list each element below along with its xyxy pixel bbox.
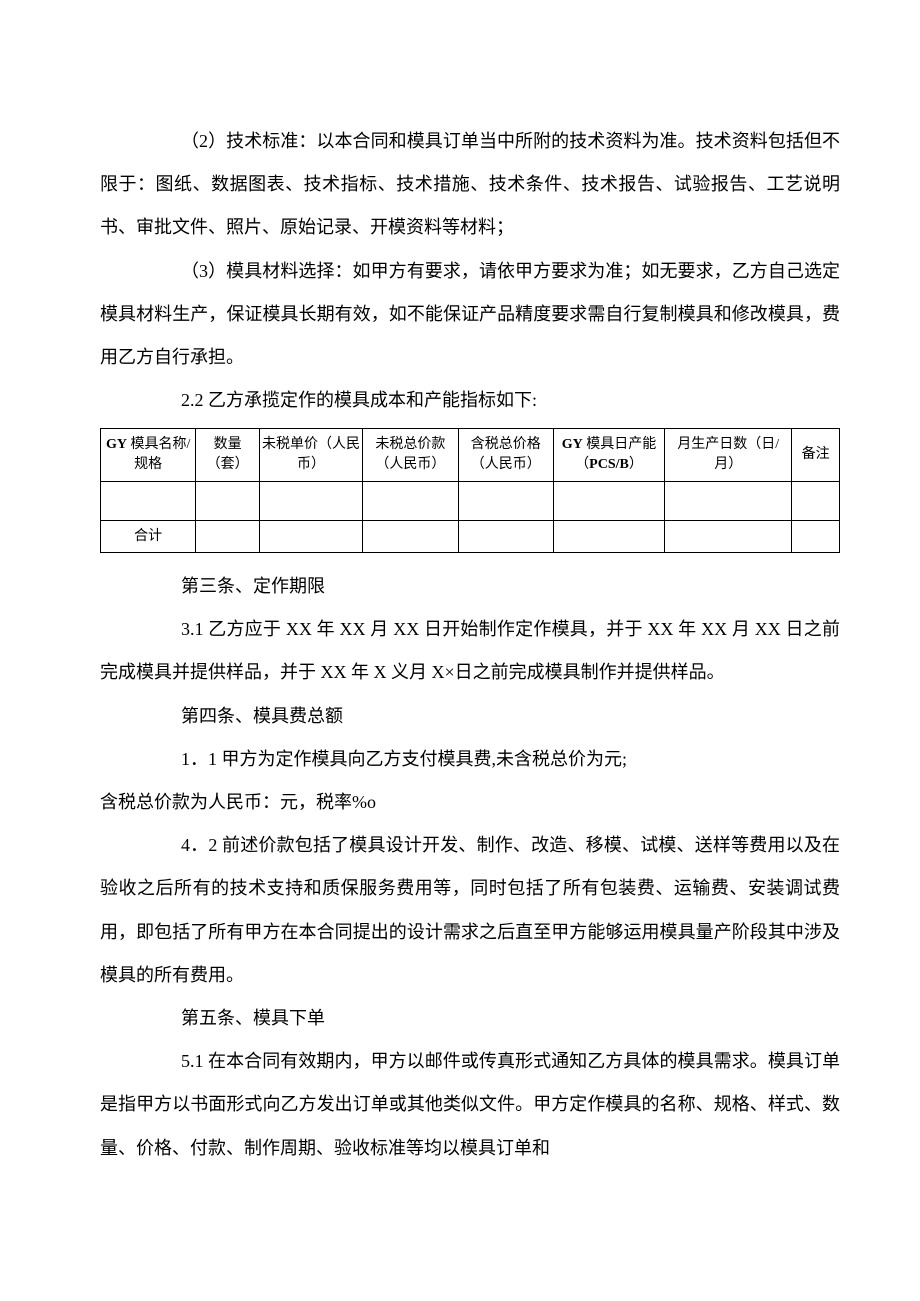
cell-empty bbox=[665, 520, 792, 553]
table-footer-row: 合计 bbox=[101, 520, 840, 553]
header-quantity: 数量（套） bbox=[196, 429, 260, 481]
table-header-row: GY 模具名称/规格 数量（套） 未税单价（人民币） 未税总价款（人民币） 含税… bbox=[101, 429, 840, 481]
header-gy-bold: GY bbox=[106, 437, 127, 452]
paragraph-4-1: 1．1 甲方为定作模具向乙方支付模具费,未含税总价为元; bbox=[100, 738, 840, 781]
cell-empty bbox=[458, 520, 553, 553]
header-cap-text-2: ） bbox=[629, 457, 643, 472]
paragraph-material-selection: （3）模具材料选择：如甲方有要求，请依甲方要求为准；如无要求，乙方自己选定模具材… bbox=[100, 250, 840, 380]
paragraph-tax-total: 含税总价款为人民币：元，税率%o bbox=[100, 781, 840, 824]
header-unit-price: 未税单价（人民币） bbox=[259, 429, 362, 481]
header-pcs-bold: PCS/B bbox=[589, 457, 629, 472]
paragraph-cost-intro: 2.2 乙方承揽定作的模具成本和产能指标如下: bbox=[100, 379, 840, 422]
cell-empty bbox=[792, 520, 840, 553]
header-tax-price: 含税总价格（人民币） bbox=[458, 429, 553, 481]
section-title-4: 第四条、模具费总额 bbox=[100, 695, 840, 738]
header-mold-name: GY 模具名称/规格 bbox=[101, 429, 196, 481]
cell-empty bbox=[101, 481, 196, 520]
cell-empty bbox=[553, 481, 664, 520]
paragraph-5-1: 5.1 在本合同有效期内，甲方以邮件或传真形式通知乙方具体的模具需求。模具订单是… bbox=[100, 1040, 840, 1170]
header-notes: 备注 bbox=[792, 429, 840, 481]
paragraph-3-1: 3.1 乙方应于 XX 年 XX 月 XX 日开始制作定作模具，并于 XX 年 … bbox=[100, 608, 840, 694]
paragraph-tech-standard: （2）技术标准：以本合同和模具订单当中所附的技术资料为准。技术资料包括但不限于：… bbox=[100, 120, 840, 250]
header-total-price: 未税总价款（人民币） bbox=[363, 429, 458, 481]
cell-empty bbox=[363, 481, 458, 520]
header-gy-bold-2: GY bbox=[562, 437, 583, 452]
header-capacity: GY 模具日产能（PCS/B） bbox=[553, 429, 664, 481]
cell-empty bbox=[196, 481, 260, 520]
cell-empty bbox=[259, 520, 362, 553]
cell-empty bbox=[363, 520, 458, 553]
document-page: （2）技术标准：以本合同和模具订单当中所附的技术资料为准。技术资料包括但不限于：… bbox=[0, 0, 920, 1230]
cell-empty bbox=[259, 481, 362, 520]
table-row bbox=[101, 481, 840, 520]
cell-total-label: 合计 bbox=[101, 520, 196, 553]
section-title-5: 第五条、模具下单 bbox=[100, 997, 840, 1040]
cost-capacity-table: GY 模具名称/规格 数量（套） 未税单价（人民币） 未税总价款（人民币） 含税… bbox=[100, 428, 840, 553]
cell-empty bbox=[458, 481, 553, 520]
paragraph-4-2: 4．2 前述价款包括了模具设计开发、制作、改造、移模、试模、送样等费用以及在验收… bbox=[100, 824, 840, 997]
section-title-3: 第三条、定作期限 bbox=[100, 565, 840, 608]
header-name-text: 模具名称/规格 bbox=[127, 437, 190, 472]
cell-empty bbox=[196, 520, 260, 553]
header-production-days: 月生产日数（日/月） bbox=[665, 429, 792, 481]
cell-empty bbox=[665, 481, 792, 520]
cell-empty bbox=[553, 520, 664, 553]
cell-empty bbox=[792, 481, 840, 520]
